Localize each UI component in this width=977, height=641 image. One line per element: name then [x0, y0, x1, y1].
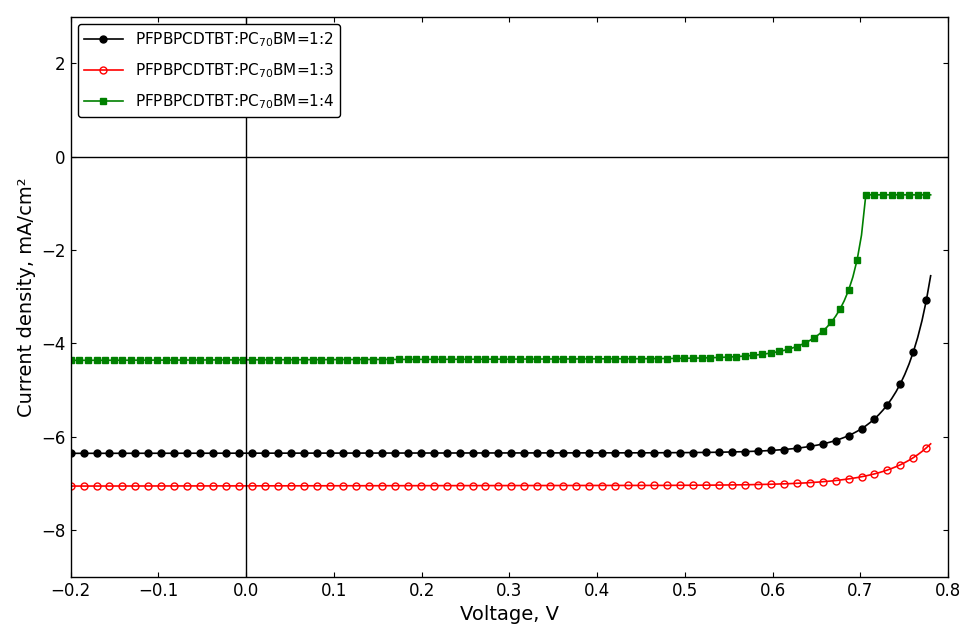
- PFPBPCDTBT:PC$_{70}$BM=1:4: [100, 356, 111, 364]
- PFPBPCDTBT:PC$_{70}$BM=1:3: [116, 482, 128, 490]
- PFPBPCDTBT:PC$_{70}$BM=1:3: [225, 482, 236, 490]
- PFPBPCDTBT:PC$_{70}$BM=1:2: [924, 272, 936, 279]
- PFPBPCDTBT:PC$_{70}$BM=1:4: [225, 356, 236, 364]
- PFPBPCDTBT:PC$_{70}$BM=1:2: [100, 449, 111, 457]
- PFPBPCDTBT:PC$_{70}$BM=1:4: [64, 356, 76, 364]
- PFPBPCDTBT:PC$_{70}$BM=1:2: [64, 449, 76, 457]
- PFPBPCDTBT:PC$_{70}$BM=1:4: [850, 256, 862, 263]
- PFPBPCDTBT:PC$_{70}$BM=1:3: [880, 466, 892, 474]
- PFPBPCDTBT:PC$_{70}$BM=1:2: [293, 449, 305, 457]
- PFPBPCDTBT:PC$_{70}$BM=1:3: [850, 474, 862, 481]
- Line: PFPBPCDTBT:PC$_{70}$BM=1:3: PFPBPCDTBT:PC$_{70}$BM=1:3: [67, 440, 933, 490]
- PFPBPCDTBT:PC$_{70}$BM=1:3: [100, 482, 111, 490]
- PFPBPCDTBT:PC$_{70}$BM=1:2: [116, 449, 128, 457]
- PFPBPCDTBT:PC$_{70}$BM=1:4: [116, 356, 128, 364]
- PFPBPCDTBT:PC$_{70}$BM=1:4: [293, 356, 305, 363]
- PFPBPCDTBT:PC$_{70}$BM=1:4: [924, 191, 936, 199]
- PFPBPCDTBT:PC$_{70}$BM=1:4: [885, 191, 897, 199]
- Y-axis label: Current density, mA/cm²: Current density, mA/cm²: [17, 177, 35, 417]
- PFPBPCDTBT:PC$_{70}$BM=1:2: [225, 449, 236, 457]
- PFPBPCDTBT:PC$_{70}$BM=1:4: [859, 191, 871, 199]
- PFPBPCDTBT:PC$_{70}$BM=1:3: [924, 440, 936, 447]
- PFPBPCDTBT:PC$_{70}$BM=1:3: [293, 482, 305, 490]
- X-axis label: Voltage, V: Voltage, V: [459, 605, 558, 624]
- Legend: PFPBPCDTBT:PC$_{70}$BM=1:2, PFPBPCDTBT:PC$_{70}$BM=1:3, PFPBPCDTBT:PC$_{70}$BM=1: PFPBPCDTBT:PC$_{70}$BM=1:2, PFPBPCDTBT:P…: [78, 24, 340, 117]
- PFPBPCDTBT:PC$_{70}$BM=1:2: [880, 401, 892, 408]
- PFPBPCDTBT:PC$_{70}$BM=1:3: [64, 482, 76, 490]
- Line: PFPBPCDTBT:PC$_{70}$BM=1:2: PFPBPCDTBT:PC$_{70}$BM=1:2: [67, 272, 933, 457]
- Line: PFPBPCDTBT:PC$_{70}$BM=1:4: PFPBPCDTBT:PC$_{70}$BM=1:4: [67, 192, 933, 364]
- PFPBPCDTBT:PC$_{70}$BM=1:2: [850, 428, 862, 435]
